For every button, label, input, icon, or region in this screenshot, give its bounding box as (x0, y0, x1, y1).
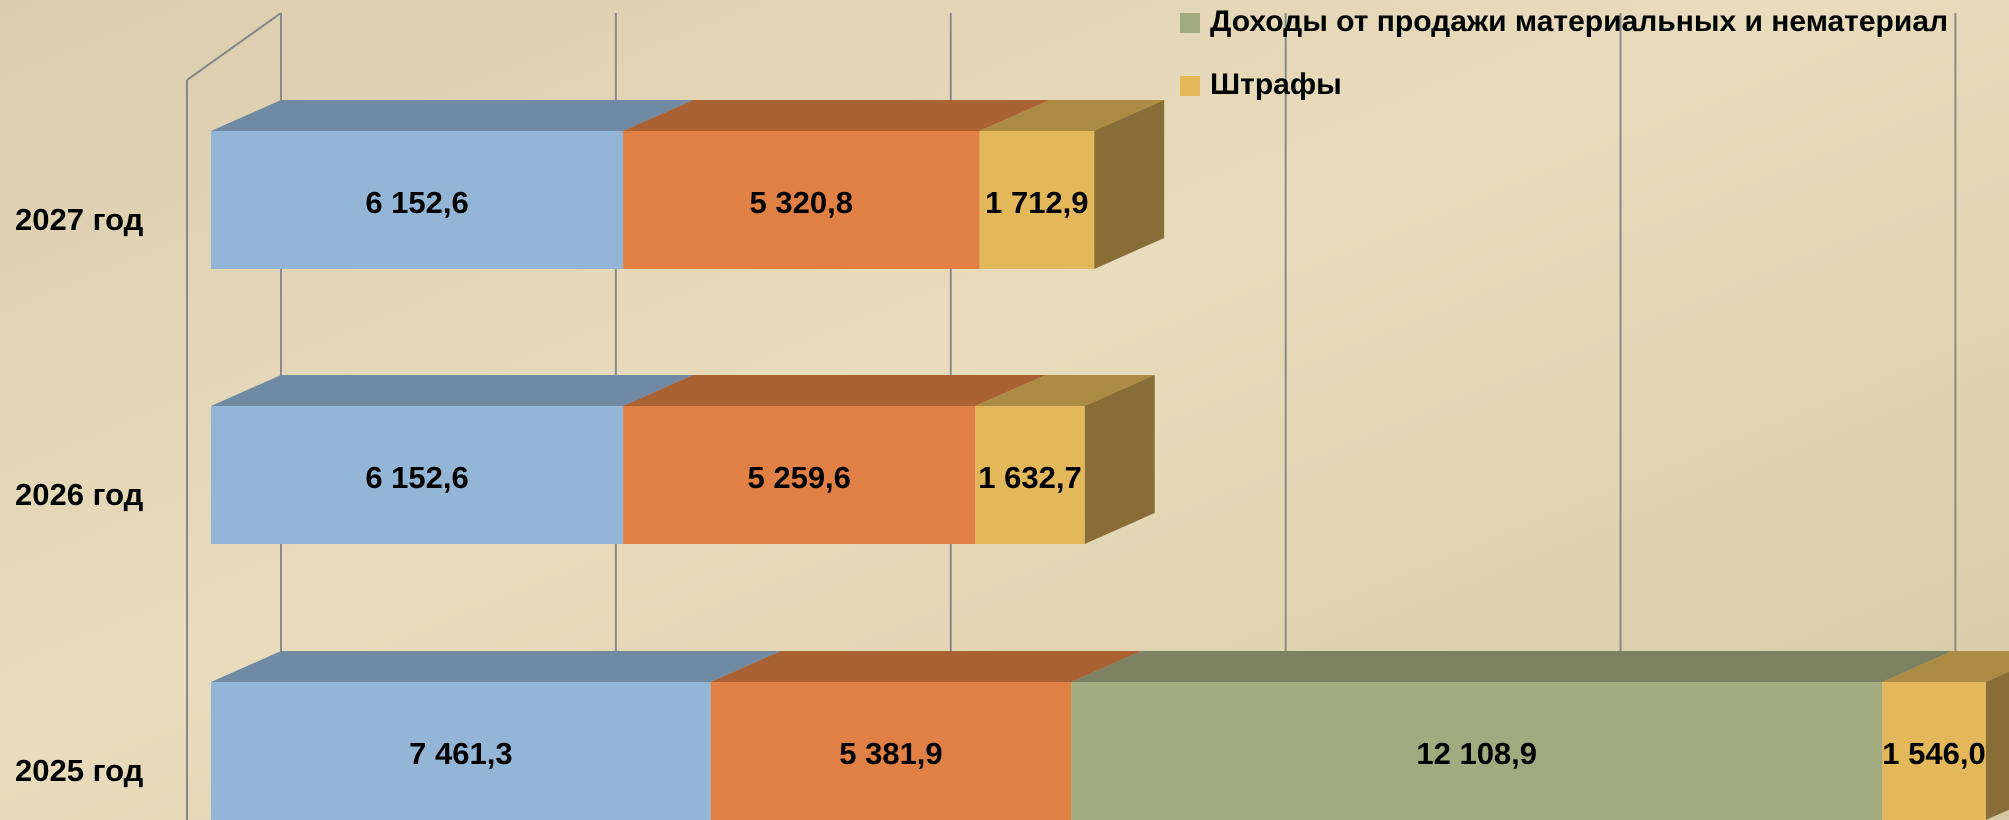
data-label: 6 152,6 (365, 185, 468, 220)
data-label: 5 259,6 (747, 460, 850, 495)
legend-marker (1180, 76, 1200, 96)
legend-label: Доходы от продажи материальных и нематер… (1210, 5, 1948, 38)
data-label: 1 546,0 (1882, 736, 1985, 771)
bar (211, 682, 711, 820)
bar (710, 682, 1072, 820)
bar-top (211, 100, 694, 131)
bar (1071, 682, 1883, 820)
bar (211, 406, 624, 544)
bar-side (1985, 671, 2009, 820)
bar (623, 406, 976, 544)
bar-top (623, 100, 1050, 131)
data-label: 1 712,9 (985, 185, 1088, 220)
bar-side (1094, 100, 1165, 269)
bar-top (710, 651, 1142, 682)
legend-label: Штрафы (1210, 68, 1342, 101)
data-label: 6 152,6 (365, 460, 468, 495)
bar-top (979, 100, 1165, 131)
bar-top (211, 651, 781, 682)
category-label: 2025 год (15, 753, 144, 788)
bar-top (211, 375, 694, 406)
category-label: 2027 год (15, 202, 144, 237)
bar (623, 131, 980, 269)
bar-top (623, 375, 1046, 406)
bar-top (1071, 651, 1953, 682)
category-label: 2026 год (15, 477, 144, 512)
bar (1882, 682, 1986, 820)
bar-top (1882, 651, 2009, 682)
data-label: 12 108,9 (1416, 736, 1537, 771)
bar (979, 131, 1095, 269)
bar (211, 131, 624, 269)
legend-marker (1180, 13, 1200, 33)
wall-edge (186, 12, 282, 81)
bar-top (975, 375, 1155, 406)
data-label: 7 461,3 (409, 736, 512, 771)
data-label: 5 320,8 (750, 185, 853, 220)
data-label: 5 381,9 (839, 736, 942, 771)
data-label: 1 632,7 (978, 460, 1081, 495)
bar-side (1084, 375, 1155, 544)
bar (975, 406, 1085, 544)
